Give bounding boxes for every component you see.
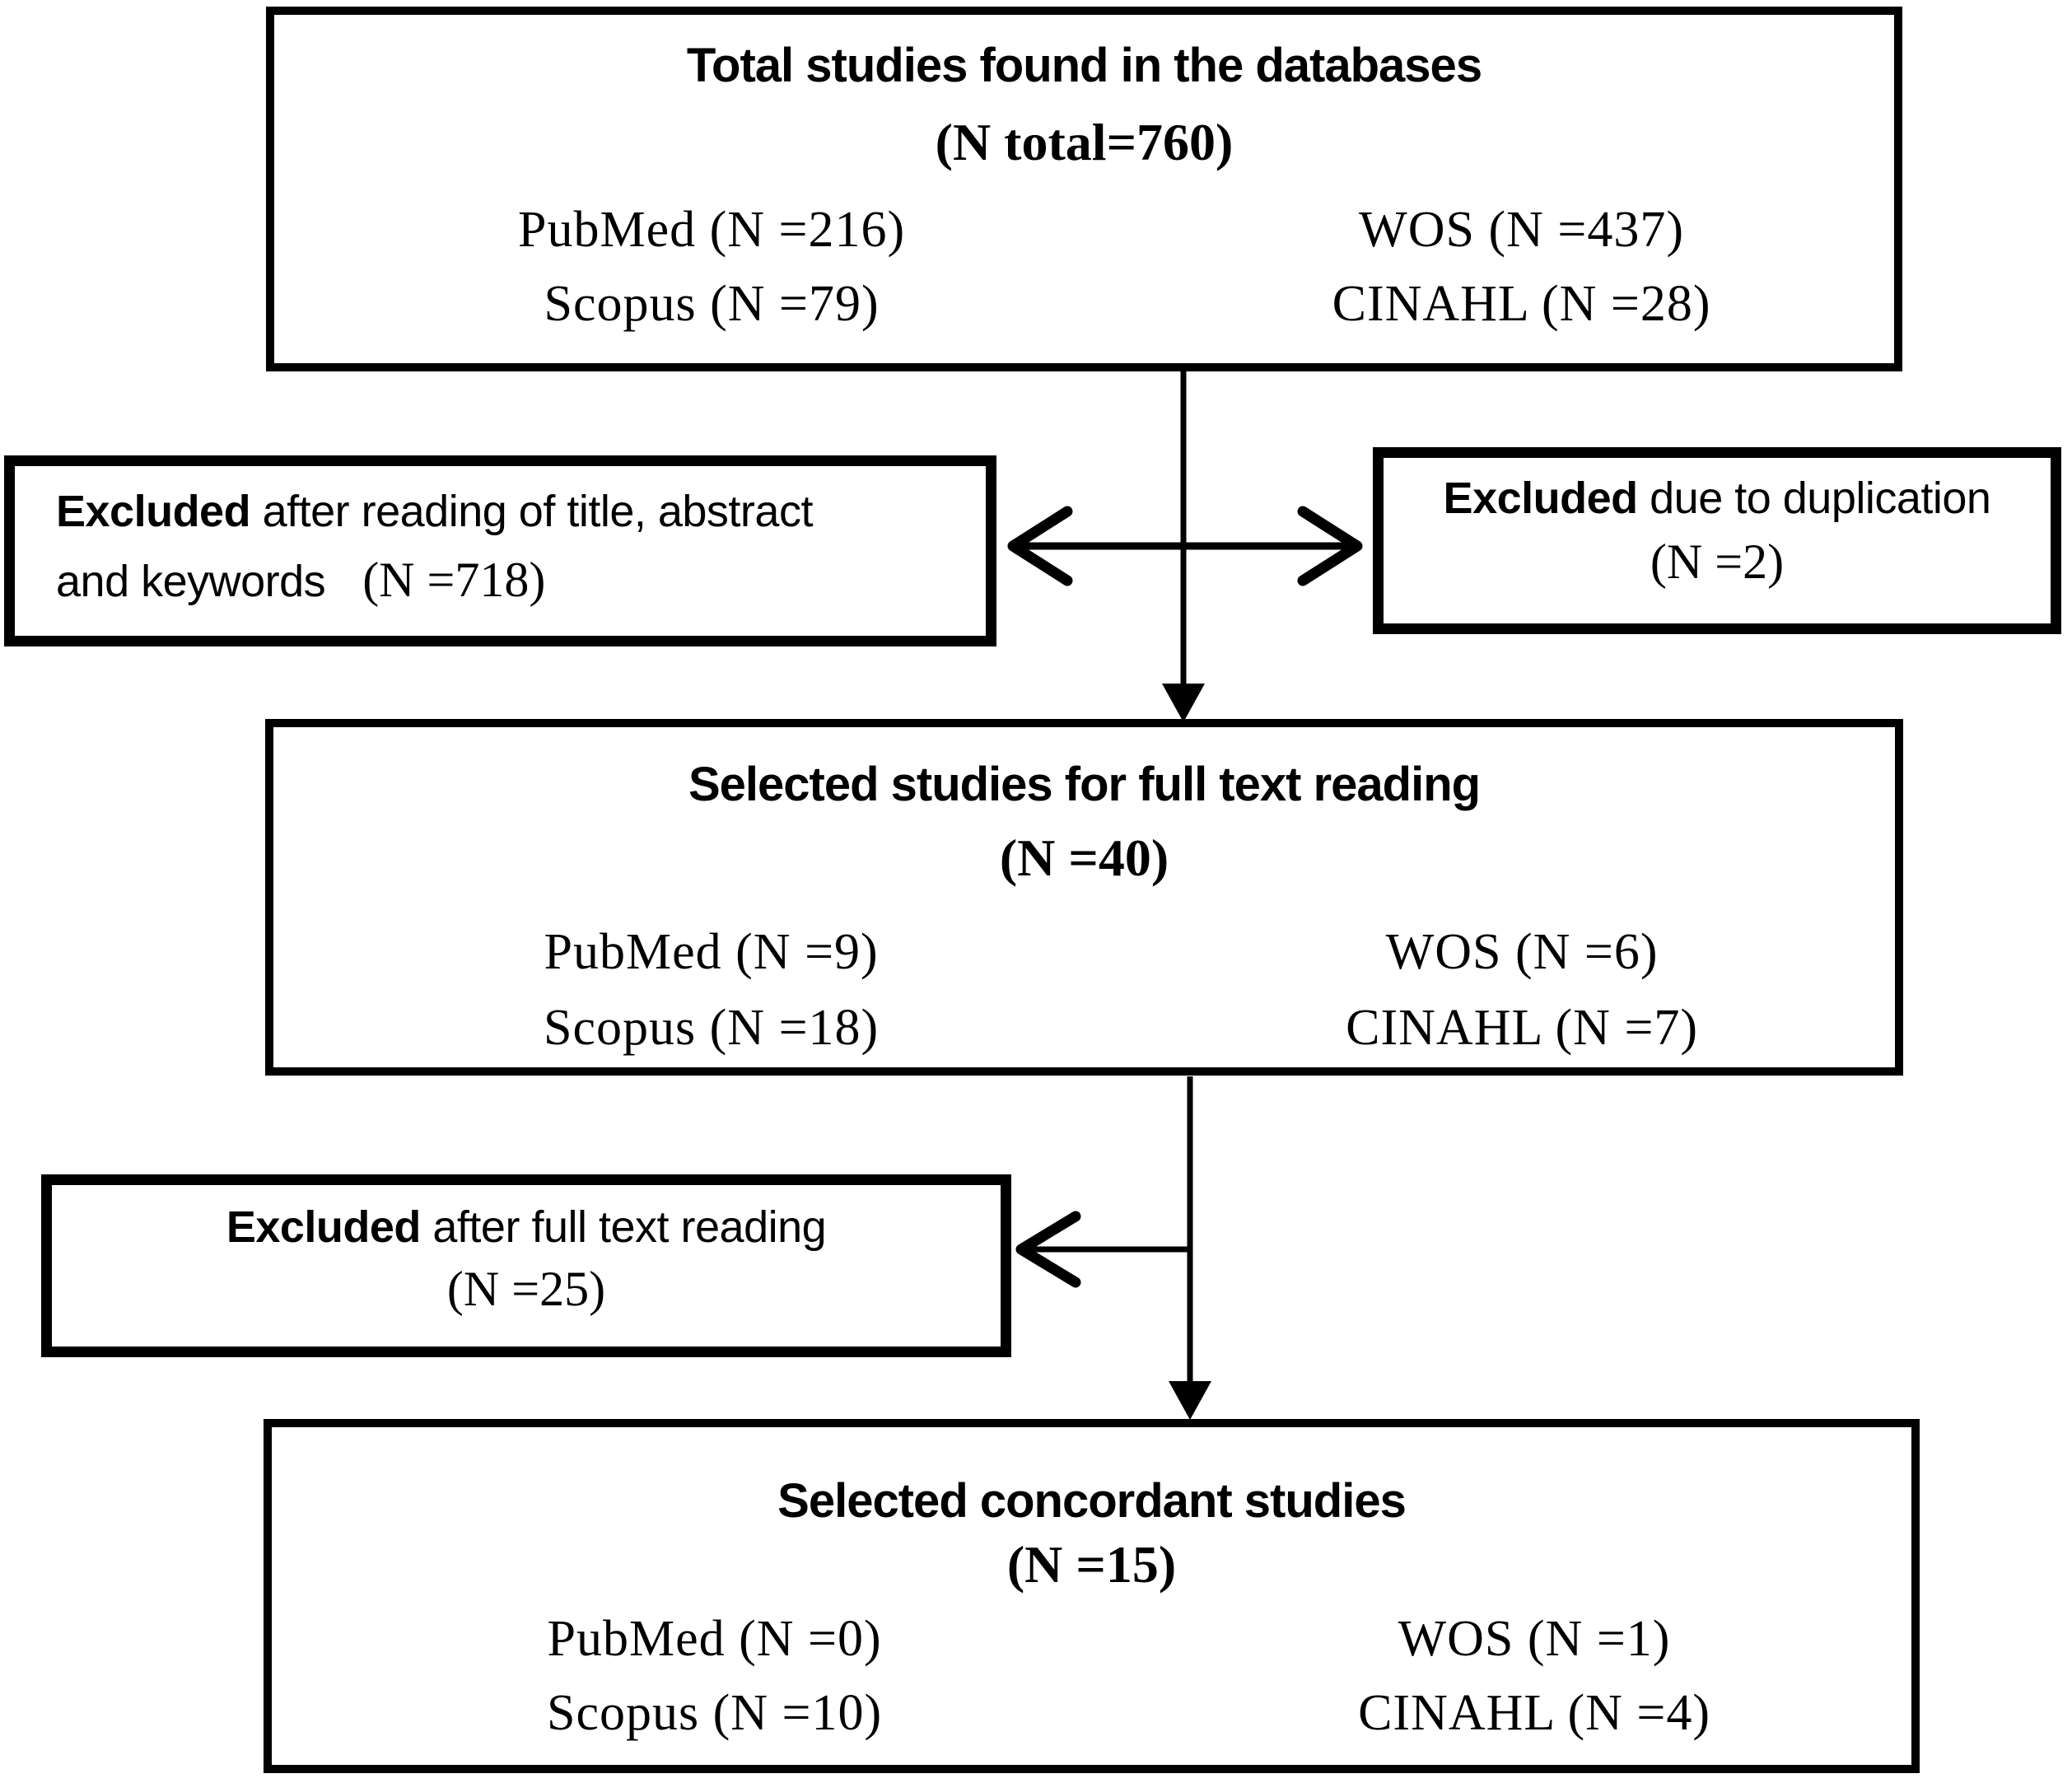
box-selected-full-text: Selected studies for full text reading (…: [265, 719, 1903, 1076]
arrow-total-to-fulltext: [1162, 371, 1205, 722]
arrowhead-right-icon: [1297, 506, 1363, 586]
excluded-line: Excluded after reading of title, abstrac…: [56, 486, 813, 537]
n-line: (N =40): [999, 828, 1169, 887]
db-cell-scopus: Scopus (N =79): [544, 276, 880, 332]
database-row: Scopus (N =18) CINAHL (N =7): [273, 999, 1895, 1057]
db-cell-scopus: Scopus (N =10): [546, 1685, 883, 1741]
arrow-to-excluded-full-text: [1015, 1211, 1190, 1288]
excluded-reason: after full text reading: [420, 1202, 827, 1252]
excluded-line: and keywords (N =718): [56, 552, 545, 609]
db-cell-wos: WOS (N =1): [1398, 1611, 1671, 1667]
database-row: PubMed (N =216) WOS (N =437): [274, 201, 1894, 259]
box-excluded-duplication: Excluded due to duplication (N =2): [1373, 447, 2061, 634]
n-line: (N =15): [1006, 1535, 1177, 1594]
arrowhead-left-icon: [1007, 506, 1073, 586]
database-row: PubMed (N =0) WOS (N =1): [272, 1610, 1911, 1669]
excluded-label: Excluded: [56, 487, 251, 536]
db-cell-wos: WOS (N =6): [1385, 924, 1659, 980]
box-title: Selected studies for full text reading: [688, 758, 1481, 811]
excluded-reason: due to duplication: [1637, 474, 1991, 523]
n-count: (N =2): [1650, 534, 1785, 589]
box-selected-concordant: Selected concordant studies (N =15) PubM…: [264, 1419, 1920, 1773]
arrowhead-down-icon: [1169, 1381, 1211, 1420]
db-cell-wos: WOS (N =437): [1359, 202, 1684, 258]
excluded-reason-cont: and keywords: [56, 557, 326, 606]
box-total-studies: Total studies found in the databases (N …: [266, 7, 1902, 371]
db-cell-cinahl: CINAHL (N =4): [1358, 1685, 1711, 1741]
excluded-label: Excluded: [1443, 474, 1639, 523]
database-row: PubMed (N =9) WOS (N =6): [273, 923, 1895, 982]
excluded-reason: after reading of title, abstract: [250, 487, 814, 536]
excluded-line: Excluded after full text reading: [52, 1202, 1001, 1253]
excluded-label: Excluded: [226, 1202, 422, 1252]
db-cell-pubmed: PubMed (N =9): [544, 924, 879, 980]
database-row: Scopus (N =79) CINAHL (N =28): [274, 275, 1894, 334]
n-count: (N =25): [446, 1262, 606, 1316]
database-row: Scopus (N =10) CINAHL (N =4): [272, 1684, 1911, 1743]
db-cell-cinahl: CINAHL (N =28): [1332, 276, 1711, 332]
arrowhead-left-icon: [1015, 1211, 1081, 1288]
db-cell-scopus: Scopus (N =18): [544, 1000, 880, 1056]
arrow-fulltext-to-concordant: [1169, 1076, 1211, 1420]
box-excluded-title-abstract: Excluded after reading of title, abstrac…: [4, 455, 996, 646]
box-excluded-full-text: Excluded after full text reading (N =25): [41, 1174, 1011, 1357]
excluded-line: Excluded due to duplication: [1384, 473, 2051, 524]
n-count: (N =718): [362, 553, 546, 607]
box-title: Selected concordant studies: [777, 1474, 1407, 1528]
db-cell-pubmed: PubMed (N =0): [547, 1611, 882, 1667]
box-title: Total studies found in the databases: [686, 39, 1482, 92]
arrow-double-to-excluded-boxes: [1007, 506, 1363, 586]
n-total-line: (N total=760): [935, 113, 1234, 171]
db-cell-pubmed: PubMed (N =216): [518, 202, 906, 258]
db-cell-cinahl: CINAHL (N =7): [1346, 1000, 1699, 1056]
arrowhead-down-icon: [1162, 684, 1205, 722]
